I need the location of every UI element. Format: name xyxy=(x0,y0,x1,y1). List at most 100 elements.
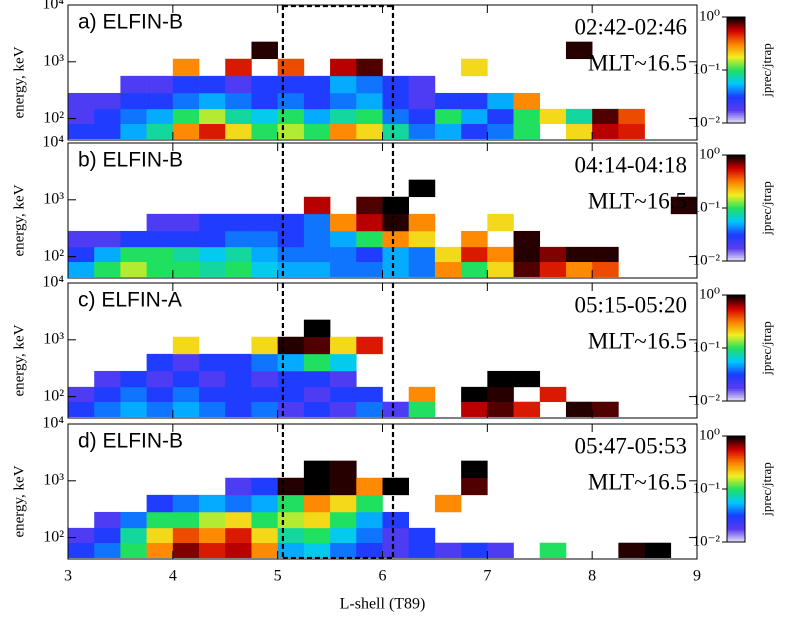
cell xyxy=(330,542,357,558)
colorbar-step xyxy=(727,363,745,367)
cell xyxy=(120,261,147,277)
colorbar-step xyxy=(727,101,745,105)
colorbar-step xyxy=(727,17,745,20)
colorbar-step xyxy=(727,222,745,225)
cell xyxy=(303,386,331,403)
colorbar-step xyxy=(727,220,745,223)
cell xyxy=(120,401,147,417)
cell xyxy=(330,246,357,263)
cell xyxy=(303,542,331,558)
cell xyxy=(408,213,436,232)
colorbar-step xyxy=(727,337,745,340)
colorbar-step xyxy=(727,383,745,386)
cell xyxy=(251,213,278,232)
colorbar-step xyxy=(727,323,745,326)
colorbar-tick-label: 10⁰ xyxy=(699,286,720,302)
colorbar-step xyxy=(727,367,745,370)
cell xyxy=(356,213,383,232)
cell xyxy=(251,261,278,277)
cell xyxy=(434,542,462,558)
colorbar-step xyxy=(727,390,745,393)
cell xyxy=(225,230,252,248)
colorbar-step xyxy=(727,190,745,193)
colorbar-step xyxy=(727,87,745,90)
y-tick-label: 10² xyxy=(43,247,64,264)
cell xyxy=(225,123,252,139)
cell xyxy=(303,494,331,513)
colorbar-step xyxy=(727,471,745,474)
colorbar-step xyxy=(727,253,745,257)
colorbar-step xyxy=(727,476,745,479)
cell xyxy=(225,542,252,558)
cell xyxy=(382,261,410,277)
colorbar-step xyxy=(727,115,745,119)
colorbar-step xyxy=(727,232,745,235)
panel-title: b) ELFIN-B xyxy=(78,149,183,172)
colorbar-step xyxy=(727,309,745,312)
colorbar-tick-label: 10⁻¹ xyxy=(693,339,720,355)
colorbar-step xyxy=(727,54,745,57)
cell xyxy=(303,246,331,263)
colorbar-tick-label: 10⁰ xyxy=(699,427,720,443)
colorbar-step xyxy=(727,326,745,330)
cell xyxy=(382,108,410,125)
cell xyxy=(670,196,697,215)
colorbar-step xyxy=(727,527,745,531)
colorbar-step xyxy=(727,156,745,160)
cell xyxy=(303,336,331,355)
colorbar-step xyxy=(727,469,745,472)
cell xyxy=(330,370,357,388)
colorbar-step xyxy=(727,230,745,234)
colorbar-step xyxy=(727,473,745,476)
cell xyxy=(303,92,331,110)
colorbar-step xyxy=(727,376,745,379)
cell xyxy=(68,542,95,558)
cell xyxy=(382,230,410,248)
colorbar-step xyxy=(727,302,745,305)
colorbar-step xyxy=(727,534,745,538)
cell xyxy=(225,261,252,277)
colorbar-step xyxy=(727,385,745,388)
y-tick-label: 10³ xyxy=(43,471,64,488)
colorbar-step xyxy=(727,392,745,395)
cell xyxy=(356,511,383,529)
colorbar-step xyxy=(727,107,745,110)
cell xyxy=(68,108,95,125)
cell xyxy=(277,477,305,496)
colorbar-step xyxy=(727,303,745,307)
cell xyxy=(356,477,383,496)
cell xyxy=(461,401,488,417)
cell xyxy=(592,246,619,263)
y-tick-label: 10³ xyxy=(43,52,64,69)
cell xyxy=(68,261,95,277)
cell xyxy=(487,213,514,232)
cell xyxy=(330,477,357,496)
cells xyxy=(68,41,645,139)
colorbar-tick-label: 10⁻² xyxy=(693,252,721,268)
cell xyxy=(172,75,200,94)
cell xyxy=(592,108,619,125)
cell xyxy=(251,123,278,139)
colorbar-step xyxy=(727,467,745,471)
cell xyxy=(146,370,174,388)
cell xyxy=(146,108,174,125)
colorbar-step xyxy=(727,508,745,511)
cell xyxy=(618,542,645,558)
colorbar-step xyxy=(727,381,745,384)
y-tick-label: 10² xyxy=(43,387,64,404)
colorbar-step xyxy=(727,92,745,96)
colorbar-step xyxy=(727,497,745,501)
colorbar-step xyxy=(727,325,745,328)
panel-title: d) ELFIN-B xyxy=(78,430,183,453)
cells xyxy=(68,179,697,277)
colorbar-step xyxy=(727,55,745,59)
cell xyxy=(592,261,619,277)
colorbar-step xyxy=(727,511,745,515)
cell xyxy=(277,92,305,110)
colorbar-step xyxy=(727,45,745,48)
y-axis-label: energy, keV xyxy=(11,46,27,118)
cell xyxy=(146,123,174,139)
y-axis-label: energy, keV xyxy=(11,184,27,256)
cell xyxy=(199,75,226,94)
